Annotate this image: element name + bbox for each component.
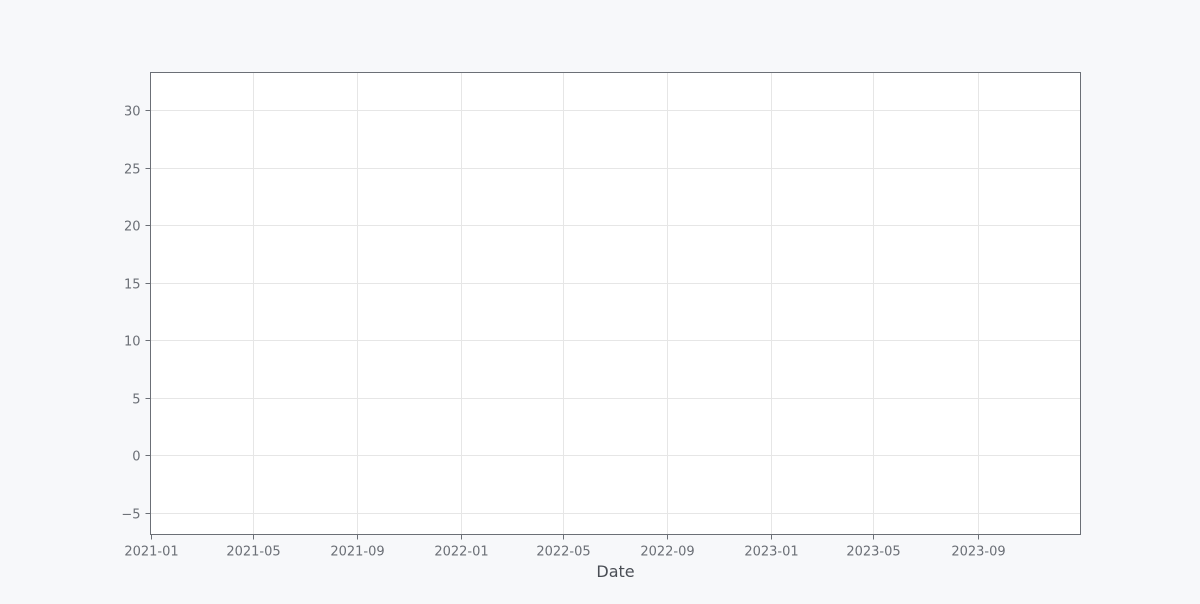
x-axis-label: Date	[596, 562, 634, 581]
x-tick-label: 2021-05	[226, 545, 280, 560]
x-tick-label: 2023-05	[846, 545, 900, 560]
x-tick-label: 2021-09	[330, 545, 384, 560]
y-tick-label: 20	[124, 220, 141, 235]
y-tick-label: 30	[124, 105, 141, 120]
y-tick-label: −5	[121, 508, 140, 523]
x-axis: 2021-01 2021-05 2021-09 2022-01 2022-05 2022-…	[124, 534, 1006, 560]
plot-frame	[150, 72, 1081, 535]
x-tick-label: 2021-01	[124, 545, 178, 560]
y-axis: −5 0 5 10 15 20 25 30	[121, 105, 151, 523]
x-tick-label: 2022-09	[640, 545, 694, 560]
y-tick-label: 10	[124, 335, 141, 350]
x-tick-label: 2022-05	[536, 545, 590, 560]
y-tick-label: 15	[124, 278, 141, 293]
plot-area	[150, 72, 1081, 535]
grid-lines	[150, 72, 1081, 535]
x-tick-label: 2023-09	[951, 545, 1005, 560]
x-tick-label: 2022-01	[434, 545, 488, 560]
y-tick-label: 0	[132, 450, 140, 465]
x-tick-label: 2023-01	[744, 545, 798, 560]
y-tick-label: 25	[124, 163, 141, 178]
y-tick-label: 5	[132, 393, 140, 408]
